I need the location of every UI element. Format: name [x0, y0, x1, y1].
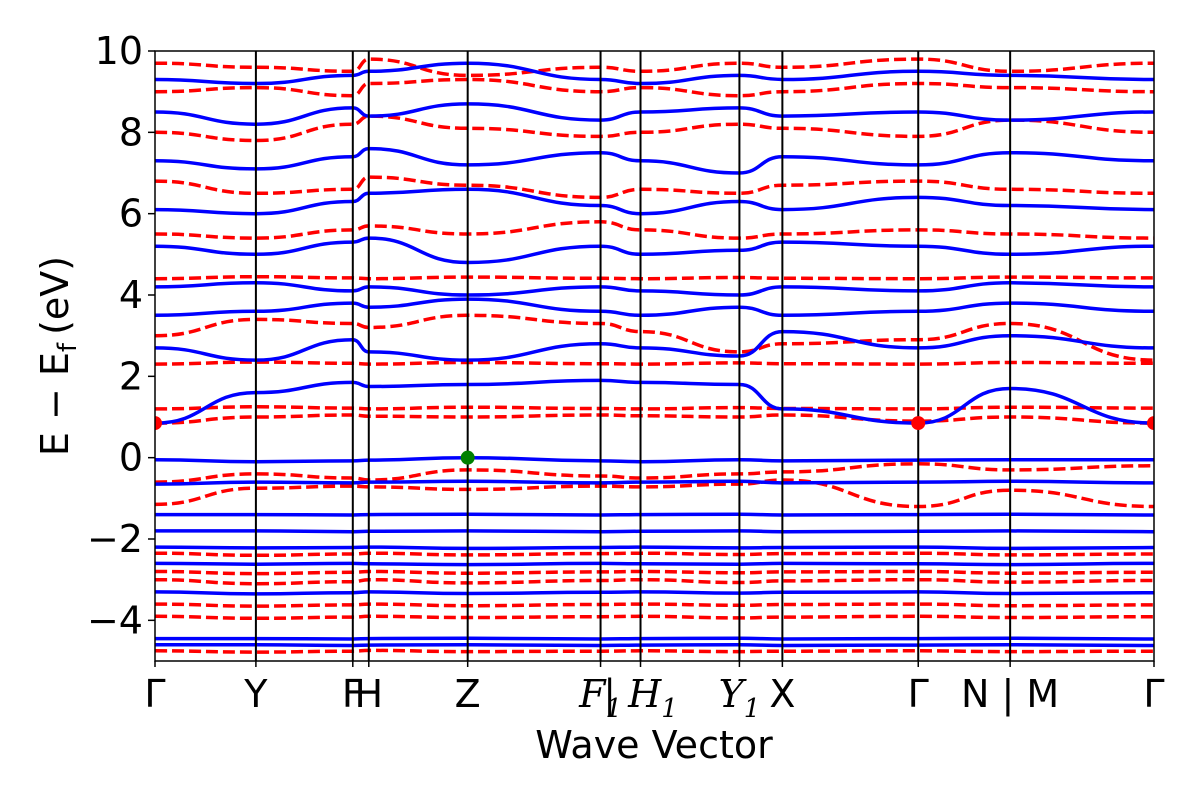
y-tick-label: 10 — [95, 29, 143, 73]
x-tick-label-main: F — [342, 672, 364, 716]
x-tick-label-main: Γ — [908, 672, 929, 716]
x-tick-label: N | M — [961, 672, 1059, 717]
band-line — [155, 297, 1154, 318]
x-tick-label-sub: 1 — [744, 694, 761, 724]
band-line — [155, 236, 1154, 265]
x-tick-label-main: X — [769, 672, 795, 716]
band-line — [155, 220, 1154, 240]
x-tick-label: Y1 — [719, 672, 761, 724]
band-line — [155, 569, 1154, 576]
x-tick-label-main: F — [578, 672, 607, 716]
y-tick-label: 8 — [119, 110, 143, 154]
y-tick-label: −2 — [87, 517, 143, 561]
band-line — [155, 455, 1154, 464]
x-tick-label: F — [342, 672, 364, 716]
y-axis-title-unit: (eV) — [33, 256, 77, 335]
x-tick-label: H — [354, 672, 383, 716]
band-line — [155, 329, 1154, 362]
y-axis-title-main: E − E — [33, 352, 77, 456]
y-axis-title: E − Ef (eV) — [33, 256, 83, 456]
x-tick-label-main: N | M — [961, 672, 1059, 717]
band-line — [155, 313, 1154, 362]
x-tick-label-main: | H — [603, 672, 662, 716]
band-line — [155, 529, 1154, 534]
band-line — [155, 413, 1154, 425]
band-line — [155, 187, 1154, 216]
x-tick-label-main: Y — [243, 672, 268, 716]
band-line — [155, 281, 1154, 297]
x-tick-label-main: Z — [455, 672, 481, 716]
band-line — [155, 57, 1154, 78]
x-tick-label: Γ — [908, 672, 929, 716]
band-line — [155, 102, 1154, 126]
y-axis-title-sub: f — [53, 342, 83, 352]
x-tick-label: X — [769, 672, 795, 716]
band-line — [155, 590, 1154, 596]
band-line — [155, 405, 1154, 411]
series-dashed — [155, 57, 1154, 654]
band-line — [155, 478, 1154, 509]
x-axis-title: Wave Vector — [535, 723, 773, 767]
y-tick-label: 0 — [119, 436, 143, 480]
x-tick-label: | H1 — [603, 672, 678, 724]
band-line — [155, 648, 1154, 654]
plot-frame — [154, 50, 1155, 662]
band-line — [155, 614, 1154, 621]
band-line — [155, 274, 1154, 281]
band-line — [155, 551, 1154, 558]
x-tick-label-main: H — [354, 672, 383, 716]
band-line — [155, 175, 1154, 200]
kpoint-lines — [254, 51, 1012, 661]
band-line — [155, 636, 1154, 641]
x-tick-label: Y — [243, 672, 268, 716]
band-line — [155, 577, 1154, 586]
x-tick-label-sub: 1 — [605, 694, 622, 724]
y-tick-label: 4 — [119, 273, 143, 317]
y-tick-label: 6 — [119, 192, 143, 236]
extrema-markers — [155, 416, 1154, 465]
x-tick-label-sub: 1 — [661, 694, 678, 724]
band-line — [155, 61, 1154, 86]
x-tick-label-main: Γ — [144, 672, 165, 716]
band-line — [155, 602, 1154, 608]
band-line — [155, 146, 1154, 175]
x-tick-label: Γ — [144, 672, 165, 716]
y-tick-label: −4 — [87, 598, 143, 642]
series-solid — [155, 61, 1154, 648]
band-line — [155, 77, 1154, 98]
extremum-marker — [155, 416, 162, 431]
x-tick-label: Z — [455, 672, 481, 716]
x-tick-label-main: Y — [719, 672, 748, 716]
band-line — [155, 479, 1154, 486]
x-tick-label: F1 — [578, 672, 622, 724]
extremum-marker — [1147, 416, 1154, 431]
extremum-marker — [460, 450, 475, 465]
band-line — [155, 642, 1154, 648]
band-line — [155, 545, 1154, 551]
band-line — [155, 561, 1154, 567]
band-line — [155, 360, 1154, 366]
x-tick-label-main: Γ — [1143, 672, 1164, 716]
band-line — [155, 378, 1154, 425]
band-line — [155, 512, 1154, 517]
band-line — [155, 462, 1154, 484]
extremum-marker — [911, 416, 926, 431]
y-tick-label: 2 — [119, 354, 143, 398]
y-ticks: 10 8 6 4 2 0 −2 −4 — [87, 29, 155, 642]
bands-layer — [155, 57, 1154, 654]
band-line — [155, 114, 1154, 143]
x-tick-label: Γ — [1143, 672, 1164, 716]
